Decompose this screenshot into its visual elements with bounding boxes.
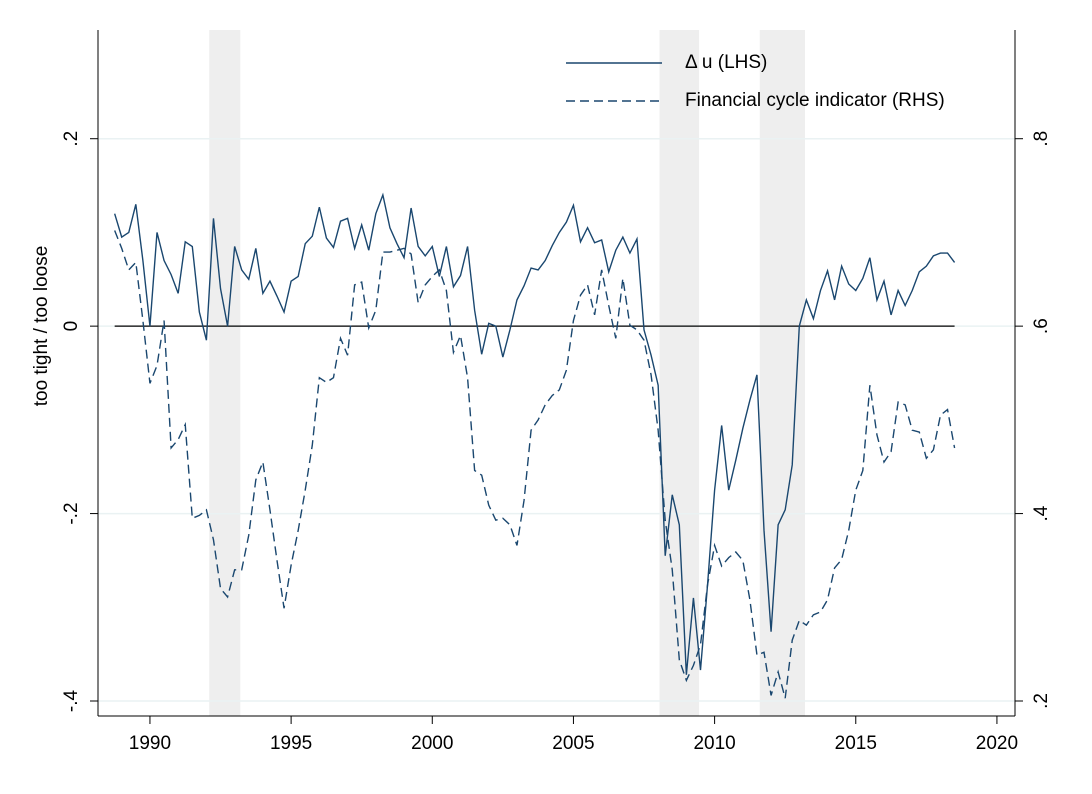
y2-tick-label: .4 (1031, 505, 1052, 521)
x-tick-label: 2000 (411, 733, 453, 754)
x-tick-label: 2015 (835, 733, 877, 754)
y-axis-label: too tight / too loose (31, 246, 52, 407)
y2-tick-label: .2 (1031, 693, 1052, 709)
x-tick-label: 2005 (552, 733, 594, 754)
x-tick-label: 1995 (270, 733, 312, 754)
y-tick-label: -.2 (61, 502, 82, 524)
shaded-region (759, 30, 805, 716)
x-tick-label: 2010 (693, 733, 735, 754)
y-tick-label: -.4 (61, 689, 82, 712)
y2-tick-label: .6 (1031, 318, 1052, 334)
data-line (113, 192, 956, 675)
x-tick-label: 2020 (976, 733, 1018, 754)
y-tick-label: .2 (61, 131, 82, 147)
y-tick-label: 0 (61, 321, 82, 332)
y2-tick-label: .8 (1031, 131, 1052, 147)
legend-label: Financial cycle indicator (RHS) (685, 90, 945, 111)
data-line (114, 230, 956, 699)
shaded-region (209, 30, 241, 716)
shaded-region (659, 30, 700, 716)
x-tick-label: 1990 (129, 733, 171, 754)
legend-label: Δ u (LHS) (685, 52, 767, 73)
